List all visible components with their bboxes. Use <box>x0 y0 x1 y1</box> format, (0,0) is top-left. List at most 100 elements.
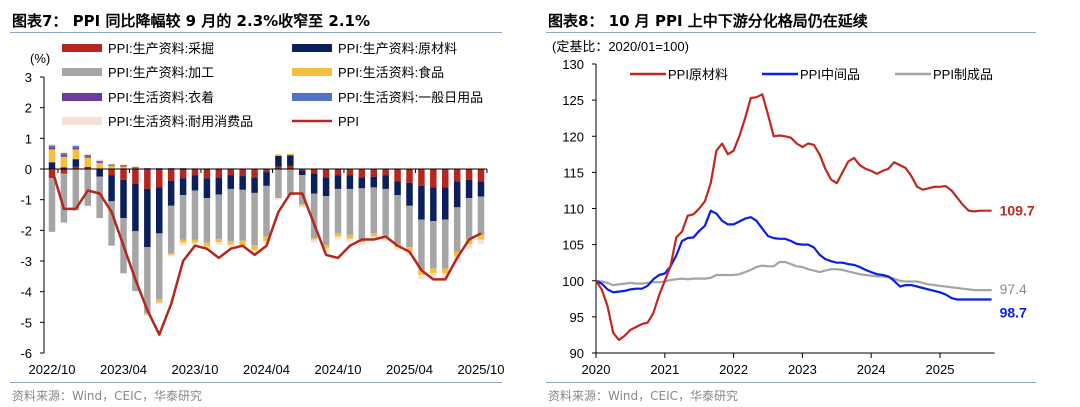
y-tick-label: 0 <box>25 162 32 177</box>
bar-segment <box>84 169 91 206</box>
bar-segment <box>370 236 377 240</box>
x-tick-label: 2023 <box>788 362 817 377</box>
bar-segment <box>442 187 449 220</box>
bar-segment <box>108 169 115 176</box>
legend-label: PPI:生活资料:一般日用品 <box>338 90 483 105</box>
x-tick-label: 2025 <box>926 362 955 377</box>
bar-segment <box>156 169 163 188</box>
bar-segment <box>358 169 366 178</box>
bar-segment <box>120 165 127 167</box>
series-line-0 <box>595 93 992 342</box>
bar-segment <box>156 299 163 303</box>
source-divider <box>546 382 1036 383</box>
legend-swatch <box>62 117 102 125</box>
y-tick-label: -4 <box>20 285 32 300</box>
legend-swatch <box>292 93 332 101</box>
y-tick-label: 125 <box>562 93 584 108</box>
bar-segment <box>477 239 485 245</box>
bar-segment <box>346 175 354 189</box>
bar-segment <box>132 169 139 184</box>
bar-segment <box>203 242 211 247</box>
bar-segment <box>215 169 223 178</box>
bar-segment <box>132 166 139 168</box>
y-tick-label: -2 <box>20 223 32 238</box>
y-axis-unit: (%) <box>30 51 50 66</box>
bar-segment <box>120 165 127 166</box>
bar-segment <box>60 156 68 168</box>
bar-segment <box>227 175 234 189</box>
bar-segment <box>84 166 91 168</box>
bar-segment <box>48 149 56 163</box>
legend-label: PPI:生产资料:采掘 <box>108 41 214 56</box>
bar-segment <box>60 173 68 223</box>
bar-segment <box>394 195 401 245</box>
bar-segment <box>60 167 68 169</box>
bar-segment <box>120 166 127 169</box>
legend-swatch <box>62 44 102 52</box>
legend-swatch <box>292 44 332 52</box>
bar-segment <box>370 233 377 237</box>
x-tick-label: 2021 <box>650 362 679 377</box>
legend-swatch <box>292 68 332 76</box>
bar-segment <box>418 270 425 275</box>
chart-panel-ppi-index: 图表8： 10 月 PPI 上中下游分化格局仍在延续 (定基比：2020/01=… <box>540 0 1080 407</box>
bar-segment <box>394 169 401 182</box>
bar-segment <box>275 155 282 167</box>
bar-segment <box>239 169 246 177</box>
bar-segment <box>310 193 318 238</box>
bar-segment <box>418 274 425 280</box>
bar-segment <box>465 198 473 240</box>
bar-segment <box>144 169 151 189</box>
y-tick-label: -6 <box>20 346 32 361</box>
bar-segment <box>322 195 330 246</box>
bar-segment <box>299 170 306 176</box>
bar-segment <box>370 176 377 188</box>
bar-segment <box>167 180 175 206</box>
bar-segment <box>275 198 282 200</box>
bar-segment <box>132 167 139 169</box>
bar-segment <box>418 219 425 271</box>
bar-segment <box>203 169 211 179</box>
bar-segment <box>275 166 282 169</box>
bar-segment <box>179 195 187 240</box>
bar-segment <box>322 245 330 249</box>
y-tick-label: 3 <box>25 70 32 85</box>
bar-segment <box>251 169 258 178</box>
bar-segment <box>477 169 485 182</box>
bar-segment <box>120 169 127 180</box>
x-tick-label: 2024 <box>857 362 886 377</box>
bar-segment <box>84 156 91 158</box>
bar-segment <box>179 178 187 196</box>
bar-segment <box>299 175 306 205</box>
stacked-bar-chart: PPI:生产资料:采掘 PPI:生产资料:原材料 PPI:生产资料:加工 PPI:生活… <box>20 41 505 377</box>
bar-segment <box>96 169 103 177</box>
bar-segment <box>442 169 449 188</box>
bar-segment <box>48 143 56 146</box>
line-chart: (定基比：2020/01=100) PPI原材料 PPI中间品 PPI制成品 130 12… <box>552 39 1035 377</box>
bar-segment <box>191 239 199 243</box>
bar-segment <box>227 241 234 245</box>
bar-segment <box>394 247 401 251</box>
bar-segment <box>179 242 187 246</box>
x-tick-label: 2024/04 <box>243 362 290 377</box>
bar-segment <box>60 151 68 154</box>
bar-segment <box>358 177 366 189</box>
legend-label: PPI:生产资料:原材料 <box>338 41 457 56</box>
bar-segment <box>72 166 80 169</box>
bar-segment <box>96 159 103 161</box>
bar-segment <box>227 188 234 242</box>
bar-segment <box>84 157 91 167</box>
bar-segment <box>132 166 139 167</box>
bar-segment <box>430 169 437 188</box>
bar-segment <box>287 195 294 197</box>
bar-segment <box>215 241 223 246</box>
bar-segment <box>215 194 223 239</box>
bar-segment <box>120 164 127 166</box>
bar-segment <box>108 164 115 166</box>
bar-segment <box>203 178 211 199</box>
x-tick-label: 2025/10 <box>458 362 505 377</box>
bar-segment <box>203 198 211 243</box>
bar-segment <box>251 192 258 246</box>
bar-segment <box>167 169 175 181</box>
bar-segment <box>60 154 68 157</box>
